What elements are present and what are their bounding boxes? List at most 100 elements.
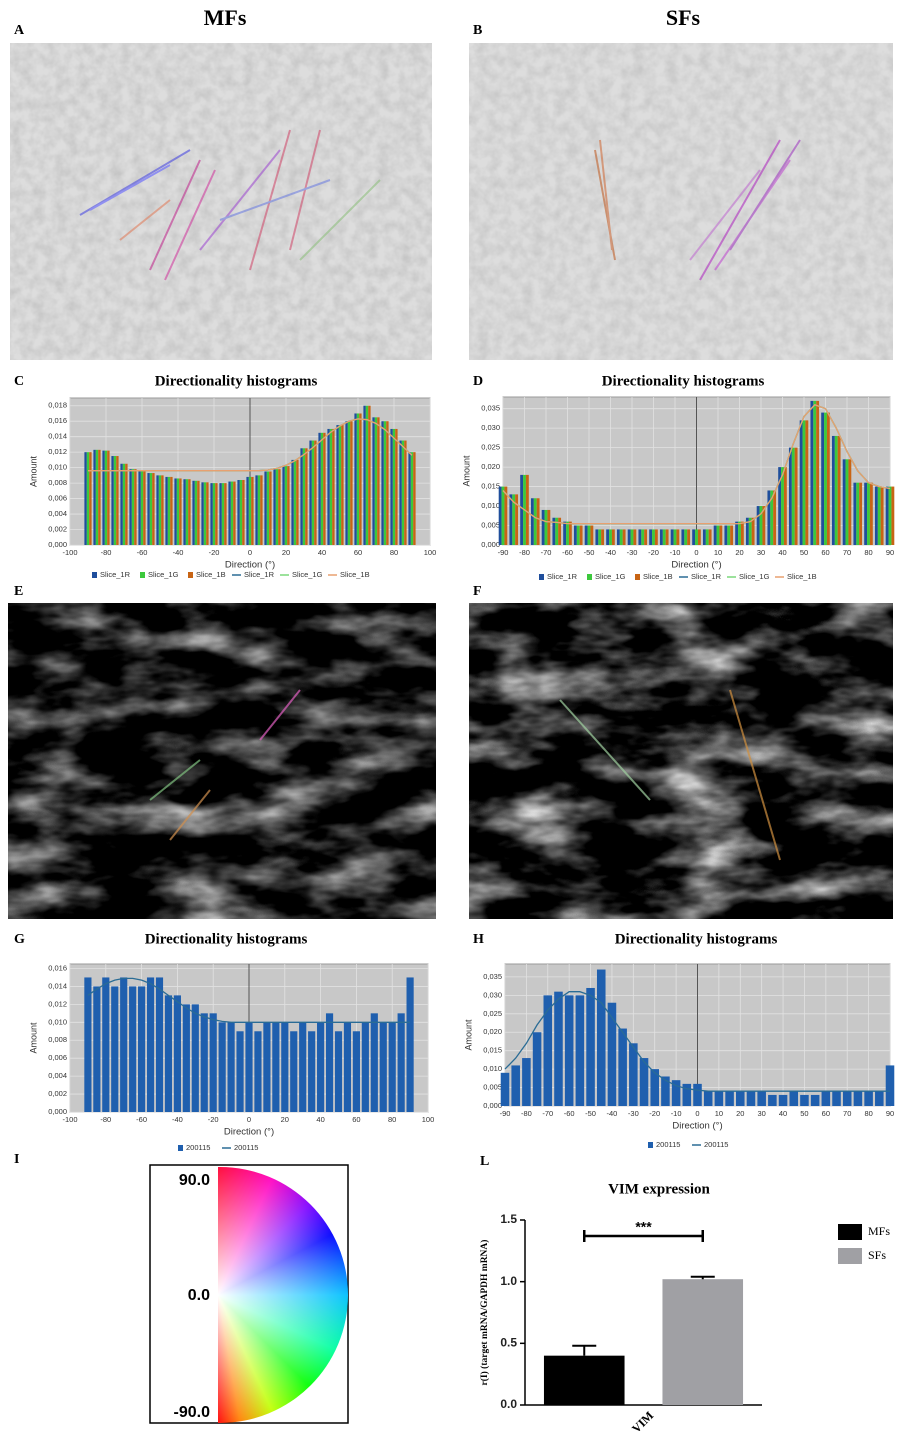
micrograph-e	[8, 603, 436, 919]
legend-label: Slice_1B	[196, 570, 226, 579]
bar	[554, 991, 563, 1106]
bar	[864, 1091, 873, 1106]
bar	[778, 1094, 788, 1106]
bar	[329, 428, 333, 545]
bar	[601, 529, 605, 545]
y-tick-label: 0,008	[48, 1035, 67, 1044]
bar	[644, 529, 648, 545]
bar	[821, 412, 825, 545]
bar	[102, 450, 105, 545]
column-title: SFs	[666, 5, 701, 30]
bar	[515, 494, 519, 545]
x-tick-label: -80	[519, 548, 530, 557]
bar	[284, 466, 288, 545]
bar	[501, 486, 505, 545]
x-tick-label: 10	[715, 1109, 723, 1118]
bar	[120, 977, 128, 1112]
y-tick-label: 0,014	[48, 981, 67, 990]
bar	[210, 483, 213, 545]
bar	[789, 1091, 799, 1106]
bar	[264, 471, 267, 545]
y-tick-label: 0,025	[481, 443, 500, 452]
bar	[399, 440, 402, 545]
bar	[242, 480, 245, 545]
bar	[684, 529, 688, 545]
bar	[327, 428, 330, 545]
x-tick-label: -10	[670, 548, 681, 557]
bar	[703, 1091, 713, 1106]
x-tick-label: 0	[247, 1115, 251, 1124]
bar	[188, 479, 191, 545]
bar	[113, 456, 117, 545]
panel-label: B	[473, 23, 482, 38]
y-axis-label: Amount	[463, 1019, 473, 1051]
bar	[413, 452, 416, 545]
bar	[227, 1022, 235, 1112]
y-tick-label: 0,030	[483, 990, 502, 999]
bar	[606, 529, 610, 545]
x-tick-label: -100	[62, 1115, 77, 1124]
y-tick-label: 0,005	[481, 521, 500, 530]
y-tick-label: 0.0	[500, 1397, 517, 1411]
x-tick-label: 0	[248, 548, 252, 557]
bar	[255, 475, 258, 545]
bar	[622, 529, 626, 545]
x-tick-label: -20	[209, 548, 220, 557]
bar	[788, 447, 792, 545]
color-wheel-frame	[149, 1164, 349, 1424]
x-tick-label: -70	[541, 548, 552, 557]
bar	[197, 480, 200, 545]
bar	[834, 435, 838, 545]
bar	[104, 450, 108, 545]
x-tick-label: -80	[100, 1115, 111, 1124]
bar	[192, 480, 195, 545]
bar	[719, 525, 723, 545]
bar	[359, 413, 362, 545]
y-tick-label: 0,015	[481, 482, 500, 491]
bar	[682, 1083, 692, 1106]
bar	[95, 449, 99, 545]
bar	[532, 1032, 542, 1106]
x-tick-label: -80	[521, 1109, 532, 1118]
bar	[708, 529, 712, 545]
legend-label: Slice_1R	[100, 570, 131, 579]
bar	[649, 529, 653, 545]
bar	[842, 459, 846, 545]
legend-swatch	[838, 1224, 862, 1240]
bar	[596, 969, 606, 1106]
bar	[498, 486, 502, 545]
y-tick-label: 0,020	[483, 1027, 502, 1036]
bar	[586, 987, 595, 1106]
bar	[638, 529, 642, 545]
y-axis-label: Amount	[461, 455, 471, 487]
bar	[201, 482, 204, 545]
bar	[661, 1076, 670, 1106]
bar	[93, 449, 96, 545]
bar	[794, 447, 798, 545]
bar	[156, 475, 159, 545]
bar	[576, 525, 580, 545]
bar	[500, 1072, 510, 1106]
bar	[609, 529, 612, 545]
x-axis-label: Direction (°)	[672, 1121, 722, 1132]
y-tick-label: 0,030	[481, 423, 500, 432]
x-tick-label: 60	[354, 548, 362, 557]
bar	[856, 482, 860, 545]
bar	[392, 428, 396, 545]
x-tick-label: -30	[628, 1109, 639, 1118]
legend-swatch	[92, 572, 97, 578]
bar	[138, 986, 146, 1112]
bar	[543, 1355, 625, 1405]
bar	[555, 517, 559, 545]
column-title: MFs	[204, 5, 247, 30]
significance-label: ***	[635, 1219, 652, 1235]
x-tick-label: -60	[136, 1115, 147, 1124]
bar	[544, 509, 548, 545]
y-tick-label: 0.5	[500, 1336, 517, 1350]
bar	[368, 405, 371, 545]
panel-label: I	[14, 1152, 19, 1167]
bar	[164, 995, 173, 1112]
y-tick-label: 1.5	[500, 1212, 517, 1226]
x-tick-label: -40	[607, 1109, 618, 1118]
panel-label: D	[473, 374, 483, 389]
